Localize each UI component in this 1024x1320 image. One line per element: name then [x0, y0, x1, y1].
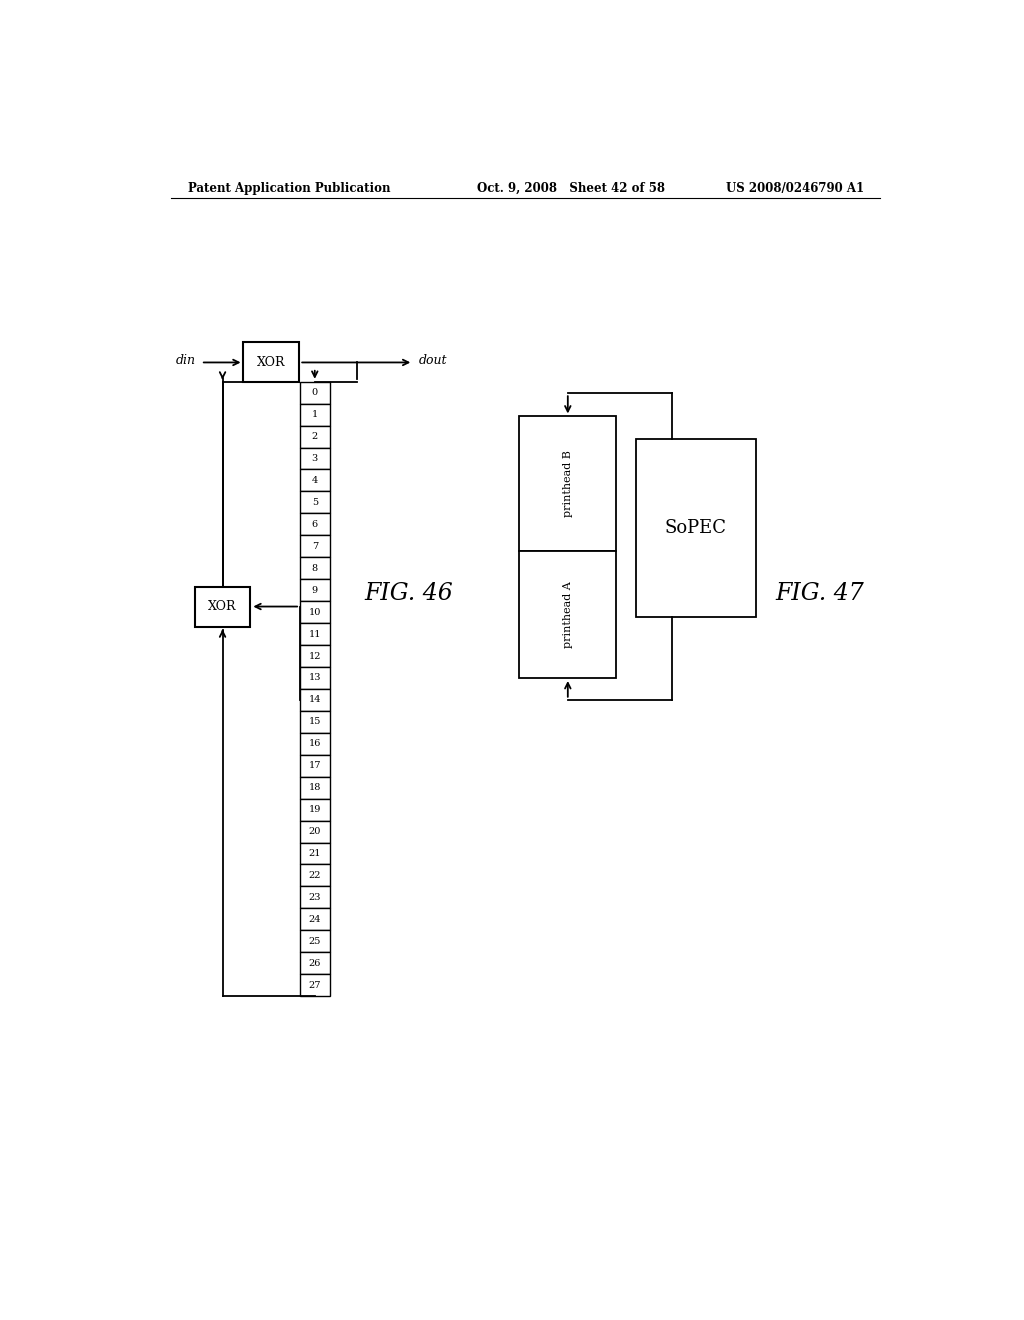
Bar	[300, 952, 330, 974]
Bar	[300, 755, 330, 776]
Bar	[300, 842, 330, 865]
Text: 14: 14	[308, 696, 322, 705]
Bar	[519, 416, 616, 552]
Text: 15: 15	[308, 717, 321, 726]
Bar	[300, 381, 330, 404]
Bar	[636, 440, 756, 616]
Text: 3: 3	[311, 454, 317, 463]
Text: 7: 7	[311, 541, 317, 550]
Bar	[300, 623, 330, 645]
Bar	[300, 776, 330, 799]
Text: 23: 23	[308, 892, 322, 902]
Text: 4: 4	[311, 477, 317, 484]
Bar	[300, 513, 330, 536]
Text: 20: 20	[308, 828, 321, 836]
Bar	[300, 689, 330, 711]
Text: SoPEC: SoPEC	[665, 519, 727, 537]
Text: 26: 26	[308, 958, 321, 968]
Text: 17: 17	[308, 762, 322, 771]
Text: Patent Application Publication: Patent Application Publication	[188, 182, 391, 194]
Text: 25: 25	[308, 937, 321, 946]
Text: FIG. 47: FIG. 47	[775, 582, 864, 605]
Bar	[300, 536, 330, 557]
Bar	[244, 342, 299, 383]
Bar	[519, 552, 616, 678]
Bar	[300, 447, 330, 470]
Text: XOR: XOR	[208, 601, 237, 612]
Text: 22: 22	[308, 871, 322, 880]
Text: 6: 6	[311, 520, 317, 529]
Text: US 2008/0246790 A1: US 2008/0246790 A1	[726, 182, 864, 194]
Text: FIG. 46: FIG. 46	[365, 582, 454, 605]
Bar	[300, 470, 330, 491]
Bar	[300, 579, 330, 601]
Text: 1: 1	[311, 411, 317, 420]
Bar	[300, 974, 330, 997]
Bar	[300, 931, 330, 952]
Bar	[300, 908, 330, 931]
Bar	[300, 404, 330, 425]
Text: dout: dout	[419, 354, 447, 367]
Text: 0: 0	[311, 388, 317, 397]
Text: 13: 13	[308, 673, 322, 682]
Bar	[300, 425, 330, 447]
Bar	[300, 645, 330, 667]
Text: 2: 2	[311, 432, 317, 441]
Bar	[300, 711, 330, 733]
Text: XOR: XOR	[257, 356, 286, 370]
Bar	[300, 865, 330, 887]
Text: 9: 9	[311, 586, 317, 595]
Bar	[300, 733, 330, 755]
Bar	[300, 821, 330, 842]
Bar	[300, 667, 330, 689]
Bar	[300, 799, 330, 821]
Text: Oct. 9, 2008   Sheet 42 of 58: Oct. 9, 2008 Sheet 42 of 58	[477, 182, 665, 194]
Text: 16: 16	[308, 739, 321, 748]
Bar	[300, 491, 330, 513]
Text: 5: 5	[311, 498, 317, 507]
Text: 27: 27	[308, 981, 322, 990]
Text: printhead A: printhead A	[563, 581, 572, 648]
Text: 12: 12	[308, 652, 322, 660]
Text: din: din	[175, 354, 196, 367]
Text: 11: 11	[308, 630, 322, 639]
Text: 18: 18	[308, 783, 321, 792]
Text: 10: 10	[308, 607, 321, 616]
Text: printhead B: printhead B	[563, 450, 572, 517]
Text: 19: 19	[308, 805, 321, 814]
Text: 21: 21	[308, 849, 322, 858]
Text: 8: 8	[311, 564, 317, 573]
Bar	[195, 586, 251, 627]
Bar	[300, 557, 330, 579]
Text: 24: 24	[308, 915, 322, 924]
Bar	[300, 601, 330, 623]
Bar	[300, 887, 330, 908]
